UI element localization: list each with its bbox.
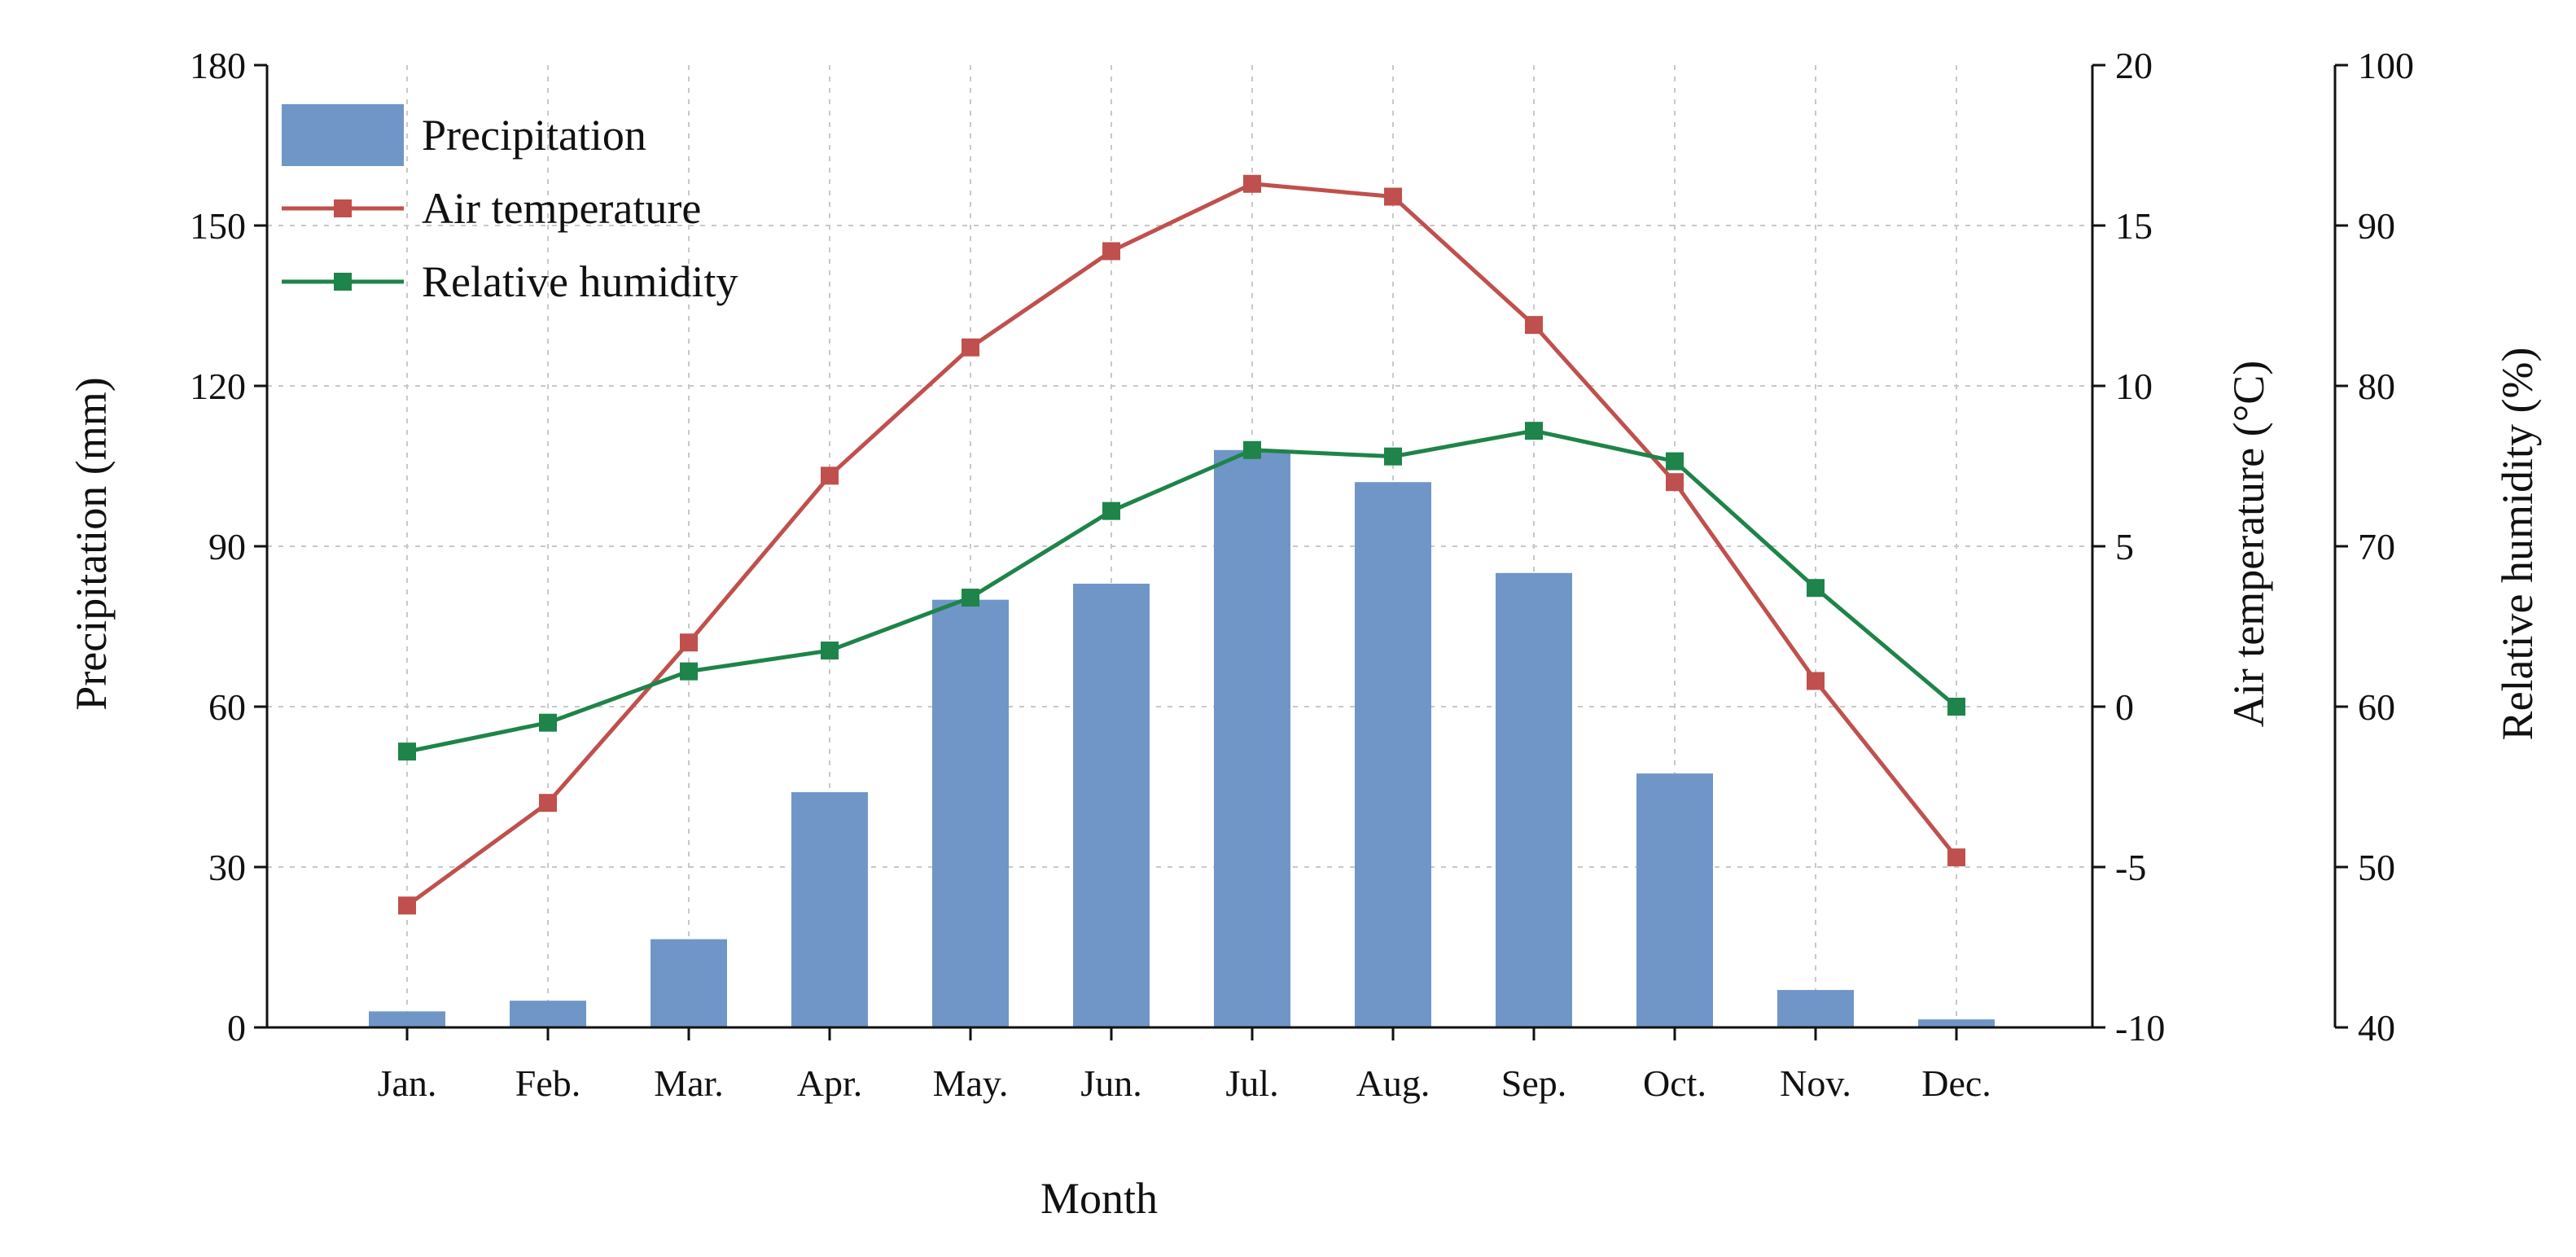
air-temperature-marker: [1102, 242, 1120, 261]
air-temperature-marker: [680, 633, 698, 652]
relative-humidity-marker: [821, 642, 839, 660]
relative-humidity-marker: [1243, 440, 1261, 459]
relative-humidity-marker: [1102, 501, 1120, 520]
right2-tick-label: 70: [2358, 526, 2395, 567]
bar-feb: [510, 1001, 586, 1027]
axes: 0 30 60 90 120 150 180 -10 -5 0 5 10 15 20 40 50 60 70 80 9…: [190, 45, 2414, 1104]
right-tick-label: 20: [2115, 45, 2153, 86]
x-tick-label: Apr.: [797, 1062, 863, 1104]
right2-axis-title: Relative humidity (%): [2493, 348, 2542, 741]
relative-humidity-marker: [1807, 579, 1825, 598]
precipitation-bars: [369, 449, 1995, 1027]
left-tick-label: 60: [208, 686, 246, 728]
left-tick-label: 120: [190, 366, 246, 407]
bar-jun: [1073, 583, 1150, 1027]
relative-humidity-line: [406, 428, 1958, 754]
x-tick-label: Mar.: [654, 1062, 724, 1104]
relative-humidity-marker: [962, 589, 979, 607]
left-axis-title: Precipitation (mm): [67, 377, 116, 710]
x-tick-label: Aug.: [1356, 1062, 1430, 1104]
x-tick-label: Nov.: [1780, 1062, 1851, 1104]
right2-tick-label: 80: [2358, 366, 2395, 407]
left-tick-label: 150: [190, 205, 246, 247]
left-tick-label: 180: [190, 45, 246, 86]
air-temperature-marker: [539, 794, 557, 812]
legend: Precipitation Air temperature Relative hum…: [282, 104, 738, 306]
left-tick-label: 90: [208, 526, 246, 567]
left-tick-label: 0: [227, 1007, 246, 1049]
relative-humidity-marker: [1666, 452, 1684, 471]
air-temperature-marker: [398, 896, 416, 915]
air-temperature-marker: [1947, 848, 1965, 867]
x-tick-label: Feb.: [515, 1062, 581, 1104]
bar-oct: [1636, 773, 1713, 1027]
x-tick-label: Oct.: [1643, 1062, 1706, 1104]
right2-tick-label: 60: [2358, 686, 2395, 728]
bar-dec: [1918, 1019, 1995, 1027]
air-temperature-marker: [1243, 174, 1261, 193]
left-tick-label: 30: [208, 847, 246, 888]
right-tick-label: 15: [2115, 205, 2153, 247]
right-tick-label: 10: [2115, 366, 2153, 407]
air-temperature-marker: [1807, 672, 1825, 690]
air-temperature-marker: [821, 466, 839, 485]
right2-tick-label: 40: [2358, 1007, 2395, 1049]
relative-humidity-marker: [1947, 698, 1965, 716]
right2-tick-label: 90: [2358, 205, 2395, 247]
bar-nov: [1777, 990, 1854, 1027]
bar-jul: [1214, 449, 1290, 1027]
right2-tick-label: 100: [2358, 45, 2414, 86]
right-tick-label: 5: [2115, 526, 2134, 567]
right-tick-label: 0: [2115, 686, 2134, 728]
air-temperature-marker: [1666, 473, 1684, 492]
relative-humidity-marker: [1525, 422, 1543, 440]
right-tick-label: -5: [2115, 847, 2146, 888]
legend-label-air-temperature: Air temperature: [422, 184, 701, 233]
right-tick-label: -10: [2115, 1007, 2165, 1049]
bar-sep: [1496, 572, 1572, 1027]
x-tick-label: Jul.: [1225, 1062, 1278, 1104]
x-tick-label: Sep.: [1501, 1062, 1567, 1104]
right2-tick-label: 50: [2358, 847, 2395, 888]
relative-humidity-marker: [1384, 447, 1402, 466]
legend-swatch-precipitation: [282, 104, 404, 166]
legend-label-relative-humidity: Relative humidity: [422, 257, 738, 306]
air-temperature-marker: [1384, 187, 1402, 206]
air-temperature-marker: [1525, 316, 1543, 335]
legend-label-precipitation: Precipitation: [422, 111, 646, 160]
air-temperature-line: [405, 182, 1958, 908]
bar-mar: [651, 939, 727, 1027]
relative-humidity-marker: [398, 742, 416, 761]
x-tick-label: Dec.: [1921, 1062, 1991, 1104]
air-temperature-marker: [962, 338, 979, 357]
right-axis-title: Air temperature (°C): [2224, 361, 2273, 727]
bar-apr: [791, 792, 868, 1027]
line-series: [398, 174, 1965, 915]
x-axis-title: Month: [1040, 1174, 1158, 1223]
relative-humidity-marker: [539, 713, 557, 732]
legend-marker-air-temperature: [334, 199, 352, 217]
x-tick-label: Jan.: [378, 1062, 437, 1104]
x-tick-label: May.: [933, 1062, 1009, 1104]
relative-humidity-marker: [680, 662, 698, 681]
bar-aug: [1355, 482, 1431, 1027]
bar-may: [932, 599, 1009, 1027]
bar-jan: [369, 1011, 445, 1027]
legend-marker-relative-humidity: [334, 273, 352, 291]
x-tick-label: Jun.: [1080, 1062, 1141, 1104]
